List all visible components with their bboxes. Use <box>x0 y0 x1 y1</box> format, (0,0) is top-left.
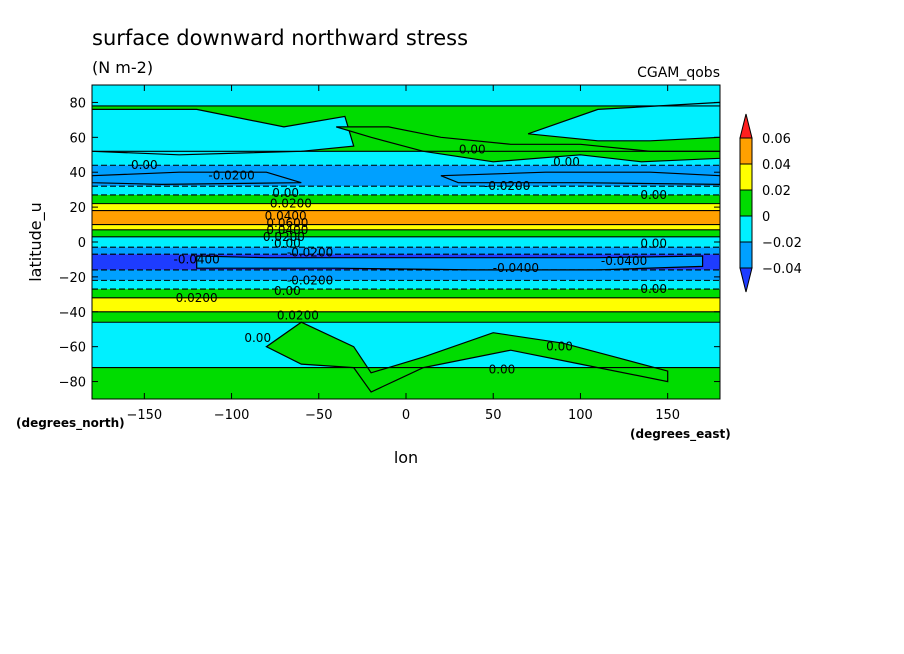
contour-band-0 <box>92 85 720 106</box>
contour-region-3 <box>265 321 669 393</box>
y-tick-label-5: −20 <box>59 271 86 286</box>
y-tick-label-2: 40 <box>69 166 86 181</box>
colorbar-swatch-3 <box>739 189 753 217</box>
contour-band-9 <box>92 229 720 237</box>
contour-region-5 <box>92 171 302 186</box>
contour-region-6 <box>440 171 720 186</box>
contour-label-4: -0.0200 <box>484 179 530 193</box>
contour-band-8 <box>92 224 720 230</box>
colorbar-label-1: 0.04 <box>762 158 791 173</box>
y-axis-label: latitude_u <box>26 202 46 282</box>
contour-band-11 <box>92 247 720 255</box>
contour-label-16: -0.0400 <box>601 254 647 268</box>
x-axis-label: lon <box>394 448 418 467</box>
y-tick-label-3: 20 <box>69 201 86 216</box>
x-tick-label-4: 50 <box>485 408 502 423</box>
x-tick-label-2: −50 <box>305 408 332 423</box>
colorbar-label-3: 0 <box>762 210 770 225</box>
x-axis-units: (degrees_east) <box>630 427 731 442</box>
chart-units: (N m-2) <box>92 58 153 77</box>
y-tick-label-8: −80 <box>59 376 86 391</box>
contour-label-7: 0.0200 <box>270 197 312 211</box>
contour-label-13: -0.0200 <box>287 245 333 259</box>
plot-area <box>92 85 720 399</box>
x-tick-label-1: −100 <box>214 408 250 423</box>
x-tick-label-6: 150 <box>655 408 680 423</box>
y-tick-label-4: 0 <box>78 236 86 251</box>
contour-region-4 <box>196 255 704 271</box>
y-tick-label-7: −60 <box>59 341 86 356</box>
contour-label-8: 0.0400 <box>265 209 307 223</box>
contour-band-15 <box>92 289 720 298</box>
y-tick-label-0: 80 <box>69 96 86 111</box>
colorbar: 0.06 0.04 0.02 0 −0.02 −0.04 <box>739 113 802 293</box>
colorbar-label-5: −0.04 <box>762 262 802 277</box>
y-tick-label-6: −40 <box>59 306 86 321</box>
colorbar-label-0: 0.06 <box>762 132 791 147</box>
contour-label-15: -0.0400 <box>493 261 539 275</box>
contour-band-13 <box>92 269 720 281</box>
contour-band-14 <box>92 280 720 290</box>
contour-label-10: 0.0400 <box>266 223 308 237</box>
contour-label-22: 0.0200 <box>277 308 319 322</box>
contour-label-25: 0.00 <box>489 362 516 376</box>
contour-region-1 <box>336 126 720 163</box>
contour-band-17 <box>92 311 720 323</box>
colorbar-label-2: 0.02 <box>762 184 791 199</box>
contour-band-16 <box>92 297 720 312</box>
x-tick-label-3: 0 <box>402 408 410 423</box>
contour-label-17: 0.00 <box>640 237 667 251</box>
chart-title: surface downward northward stress <box>92 26 468 50</box>
contour-label-3: 0.00 <box>553 155 580 169</box>
contour-region-0 <box>92 108 355 156</box>
colorbar-swatch-2 <box>739 163 753 191</box>
dataset-name: CGAM_qobs <box>637 65 720 81</box>
contour-band-10 <box>92 236 720 248</box>
colorbar-swatch-5 <box>739 241 753 269</box>
contour-label-18: -0.0200 <box>287 273 333 287</box>
contour-label-0: 0.00 <box>131 158 158 172</box>
contour-label-6: 0.00 <box>272 186 299 200</box>
contour-band-4 <box>92 186 720 195</box>
contour-label-1: -0.0200 <box>208 169 254 183</box>
contour-label-14: -0.0400 <box>174 252 220 266</box>
colorbar-label-4: −0.02 <box>762 236 802 251</box>
contour-label-5: 0.00 <box>640 188 667 202</box>
contour-label-24: 0.00 <box>546 340 573 354</box>
contour-label-11: 0.0200 <box>263 230 305 244</box>
x-axis: −150 −100 −50 0 50 100 150 <box>126 85 680 423</box>
contour-region-2 <box>527 101 720 142</box>
contour-label-12: 0.00 <box>274 237 301 251</box>
contour-label-9: 0.0600 <box>266 216 308 230</box>
x-tick-label-5: 100 <box>568 408 593 423</box>
colorbar-swatch-1 <box>739 137 753 165</box>
contour-label-19: 0.00 <box>274 284 301 298</box>
contour-band-5 <box>92 194 720 204</box>
contour-label-23: 0.00 <box>244 331 271 345</box>
contour-label-2: 0.00 <box>459 143 486 157</box>
colorbar-swatch-4 <box>739 215 753 243</box>
contour-label-21: 0.0200 <box>176 291 218 305</box>
contour-band-7 <box>92 210 720 225</box>
x-tick-label-0: −150 <box>126 408 162 423</box>
colorbar-arrow-top <box>739 113 753 139</box>
contour-label-20: 0.00 <box>640 282 667 296</box>
y-tick-label-1: 60 <box>69 131 86 146</box>
colorbar-arrow-bottom <box>739 267 753 293</box>
y-axis: 80 60 40 20 0 −20 −40 −60 −80 <box>59 96 720 391</box>
contour-band-6 <box>92 203 720 211</box>
y-axis-units: (degrees_north) <box>16 416 125 431</box>
